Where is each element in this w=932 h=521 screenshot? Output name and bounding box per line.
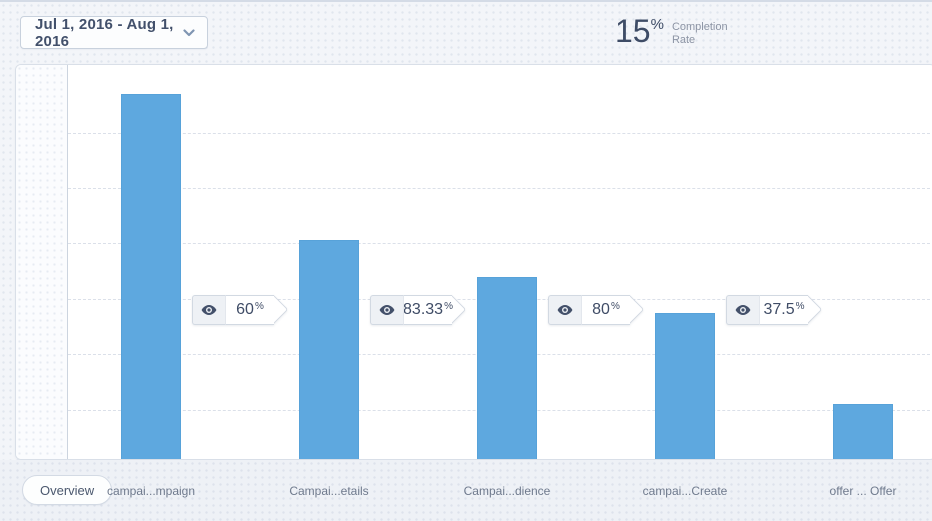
overview-button[interactable]: Overview (22, 475, 113, 505)
conversion-value: 83.33% (403, 295, 453, 325)
category-label: campai...Create (642, 484, 728, 498)
eye-icon (192, 295, 226, 325)
category-label: offer ... Offer (829, 484, 897, 498)
date-range-selector[interactable]: Jul 1, 2016 - Aug 1, 2016 (20, 15, 208, 50)
eye-icon (370, 295, 404, 325)
funnel-bar[interactable] (655, 313, 715, 459)
eye-icon (548, 295, 582, 325)
funnel-bar[interactable] (477, 276, 537, 459)
funnel-chart-panel: 60% 83.33% 80% 37.5% (15, 64, 932, 460)
completion-rate-stat: 15 % Completion Rate (615, 14, 736, 48)
category-label: Campai...etails (289, 484, 369, 498)
completion-rate-label: Completion Rate (671, 21, 728, 46)
funnel-bar[interactable] (833, 404, 893, 459)
gridline (68, 188, 932, 189)
category-label: campai...mpaign (106, 484, 196, 498)
chevron-down-icon (183, 28, 195, 37)
funnel-bar[interactable] (299, 239, 359, 459)
completion-rate-value: 15 (615, 13, 651, 49)
funnel-bar[interactable] (121, 94, 181, 459)
conversion-badge[interactable]: 80% (548, 294, 645, 325)
conversion-value: 80% (582, 295, 630, 325)
conversion-badge[interactable]: 60% (192, 294, 289, 325)
category-label: Campai...dience (463, 484, 551, 498)
y-axis-gutter (16, 65, 68, 459)
conversion-value: 60% (226, 295, 274, 325)
completion-rate-unit: % (650, 16, 664, 33)
eye-icon (726, 295, 760, 325)
conversion-value: 37.5% (760, 295, 808, 325)
chart-footer: Overview campai...mpaign Campai...etails… (0, 460, 932, 521)
date-range-label: Jul 1, 2016 - Aug 1, 2016 (35, 15, 174, 50)
conversion-badge[interactable]: 83.33% (370, 294, 467, 325)
gridline (68, 243, 932, 244)
conversion-badge[interactable]: 37.5% (726, 294, 823, 325)
gridline (68, 133, 932, 134)
